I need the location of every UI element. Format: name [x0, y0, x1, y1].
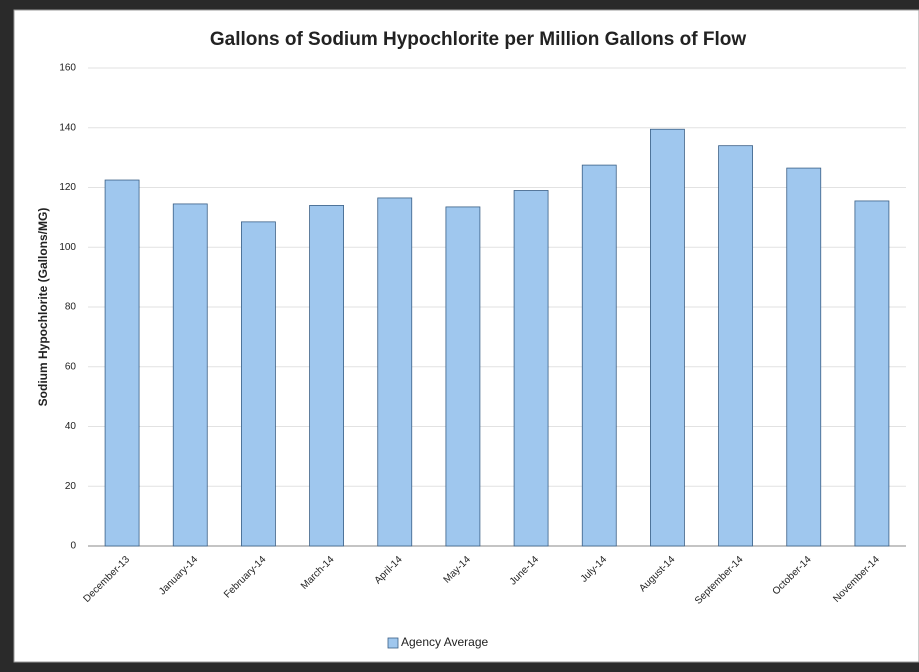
y-tick-label: 160: [59, 63, 76, 74]
y-tick-label: 60: [65, 361, 77, 372]
legend-swatch: [387, 637, 399, 649]
bar: [581, 164, 617, 547]
bar: [786, 167, 822, 547]
bar: [104, 179, 140, 547]
y-tick-label: 120: [59, 182, 76, 193]
y-tick-label: 80: [65, 302, 77, 313]
y-tick-label: 100: [59, 242, 76, 253]
y-tick-label: 140: [59, 122, 76, 133]
bar: [241, 221, 276, 547]
y-tick-label: 40: [65, 421, 77, 432]
bar: [513, 190, 549, 547]
y-tick-label: 20: [65, 481, 77, 492]
bar: [445, 206, 481, 547]
bar: [377, 197, 413, 547]
bar: [172, 203, 208, 547]
bar: [309, 205, 344, 547]
y-tick-label: 0: [70, 541, 76, 552]
legend-label: Agency Average: [401, 635, 489, 649]
bar: [650, 128, 685, 547]
bar: [854, 200, 890, 547]
y-axis-label: Sodium Hypochlorite (Gallons/MG): [36, 208, 50, 407]
bar: [718, 145, 753, 547]
chart-title: Gallons of Sodium Hypochlorite per Milli…: [210, 29, 746, 50]
